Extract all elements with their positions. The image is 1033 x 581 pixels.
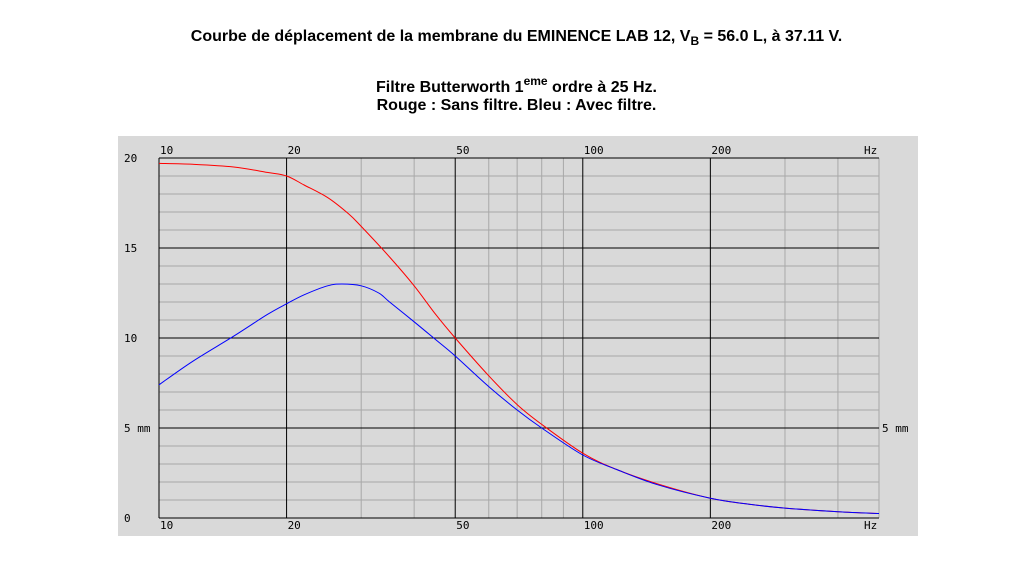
x-tick-label-bottom: 10 — [160, 519, 173, 532]
x-tick-label-bottom: 200 — [711, 519, 731, 532]
y-tick-label: 0 — [124, 512, 131, 525]
chart-title: Courbe de déplacement de la membrane du … — [190, 28, 843, 48]
series-line-blue — [158, 283, 880, 514]
y-tick-label: 10 — [124, 332, 137, 345]
y-tick-label-right: 5 mm — [882, 422, 909, 435]
x-unit-label-top: Hz — [864, 144, 877, 157]
y-tick-label: 15 — [124, 242, 137, 255]
x-tick-label-top: 100 — [584, 144, 604, 157]
chart-subtitle-filter: Filtre Butterworth 1eme ordre à 25 Hz. — [376, 74, 657, 96]
x-tick-label-bottom: 50 — [456, 519, 469, 532]
displacement-chart: 10 10 20 20 50 50 100 100 200 200 Hz Hz 20 15 10 5 mm 0 5… — [118, 136, 918, 536]
chart-series — [158, 162, 880, 514]
chart-subtitle-legend: Rouge : Sans filtre. Bleu : Avec filtre. — [376, 97, 657, 114]
y-tick-label: 20 — [124, 152, 137, 165]
x-tick-label-top: 50 — [456, 144, 469, 157]
chart-grid — [158, 157, 880, 519]
x-tick-label-top: 200 — [711, 144, 731, 157]
x-tick-label-top: 20 — [288, 144, 301, 157]
x-tick-label-top: 10 — [160, 144, 173, 157]
chart-panel — [118, 136, 918, 536]
x-unit-label-bottom: Hz — [864, 519, 877, 532]
x-tick-label-bottom: 100 — [584, 519, 604, 532]
y-tick-label: 5 mm — [124, 422, 151, 435]
chart-labels: 10 10 20 20 50 50 100 100 200 200 Hz Hz 20 15 10 5 mm 0 5… — [124, 144, 909, 532]
x-tick-label-bottom: 20 — [288, 519, 301, 532]
